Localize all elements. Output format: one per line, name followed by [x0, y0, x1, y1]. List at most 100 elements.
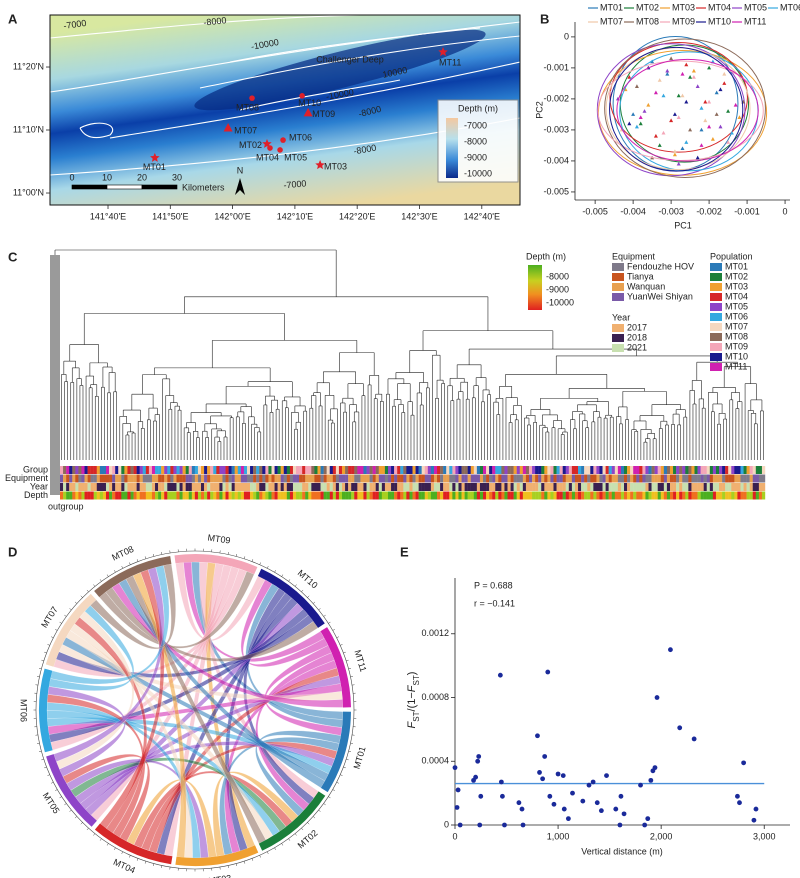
track-cell: [348, 483, 352, 491]
track-cell: [461, 491, 465, 500]
track-cell: [599, 474, 603, 483]
legend-swatch: [612, 293, 624, 301]
outgroup-label: outgroup: [48, 501, 84, 511]
point: [634, 84, 639, 89]
track-cell: [519, 466, 524, 474]
north-arrow: [235, 178, 245, 195]
track-cell: [525, 491, 530, 500]
track-cell: [728, 466, 732, 474]
track-cell: [75, 483, 79, 491]
track-cell: [663, 491, 668, 500]
track-cell: [581, 483, 585, 491]
track-cell: [253, 483, 257, 491]
track-cell: [60, 466, 64, 474]
track-cell: [492, 483, 496, 491]
track-cell: [636, 483, 640, 491]
point: [652, 765, 658, 771]
track-cell: [522, 474, 527, 483]
track-cell: [348, 491, 352, 500]
point: [551, 801, 557, 807]
track-cell: [105, 483, 110, 491]
track-cell: [697, 483, 701, 491]
track-cell: [338, 491, 343, 500]
track-cell: [461, 474, 465, 483]
ring-tick: [129, 855, 131, 858]
point: [613, 806, 619, 812]
track-cell: [424, 466, 429, 474]
track-cell: [305, 483, 309, 491]
track-cell: [277, 483, 281, 491]
point: [476, 754, 482, 759]
track-cell: [504, 466, 508, 474]
track-cell: [581, 466, 585, 474]
track-cell: [326, 466, 330, 474]
track-cell: [688, 474, 692, 483]
track-cell: [666, 466, 671, 474]
y-tick-label: -0.001: [543, 62, 569, 72]
track-cell: [470, 466, 475, 474]
track-cell: [673, 474, 677, 483]
track-cell: [507, 483, 511, 491]
track-cell: [654, 474, 658, 483]
track-cell: [369, 483, 373, 491]
track-cell: [296, 474, 300, 483]
track-cell: [332, 491, 337, 500]
track-cell: [262, 474, 266, 483]
track-cell: [345, 466, 349, 474]
ring-tick: [136, 559, 139, 562]
track-cell: [703, 466, 707, 474]
track-cell: [657, 466, 661, 474]
track-cell: [452, 483, 456, 491]
legend-title: Population: [710, 251, 753, 261]
track-cell: [182, 474, 186, 483]
track-cell: [207, 474, 211, 483]
track-cell: [685, 466, 689, 474]
track-cell: [289, 491, 294, 500]
sector: [320, 711, 351, 793]
track-cell: [479, 474, 484, 483]
track-cell: [231, 491, 235, 500]
track-cell: [642, 483, 646, 491]
track-cell: [191, 491, 196, 500]
track-cell: [342, 483, 346, 491]
track-cell: [234, 491, 238, 500]
sector-label: MT07: [39, 605, 60, 630]
track-cell: [354, 466, 358, 474]
track-cell: [112, 466, 116, 474]
ring-tick: [136, 858, 139, 861]
track-cell: [464, 474, 468, 483]
track-cell: [535, 474, 539, 483]
track-cell: [443, 474, 447, 483]
track-cell: [761, 483, 766, 491]
depth-legend-label: -9000: [464, 152, 487, 162]
track-cell: [326, 483, 330, 491]
track-cell: [151, 466, 156, 474]
track-cell: [136, 491, 140, 500]
track-cell: [127, 466, 131, 474]
scale-bar-unit: Kilometers: [182, 182, 225, 192]
track-cell: [553, 491, 557, 500]
track-cell: [237, 483, 242, 491]
track-cell: [299, 483, 303, 491]
track-cell: [323, 474, 327, 483]
track-cell: [633, 491, 637, 500]
track-cell: [758, 466, 763, 474]
track-cell: [78, 474, 82, 483]
track-cell: [633, 483, 637, 491]
track-cell: [124, 474, 128, 483]
track-cell: [302, 466, 306, 474]
point: [500, 793, 505, 799]
track-cell: [133, 466, 137, 474]
track-cell: [228, 491, 232, 500]
track-cell: [501, 483, 505, 491]
track-cell: [483, 491, 487, 500]
track-cell: [265, 483, 269, 491]
track-cell: [722, 474, 726, 483]
track-cell: [72, 491, 76, 500]
track-cell: [544, 483, 548, 491]
point: [688, 74, 693, 79]
ring-tick: [318, 608, 321, 611]
track-cell: [418, 466, 422, 474]
track-cell: [81, 466, 85, 474]
track-cell: [400, 483, 404, 491]
